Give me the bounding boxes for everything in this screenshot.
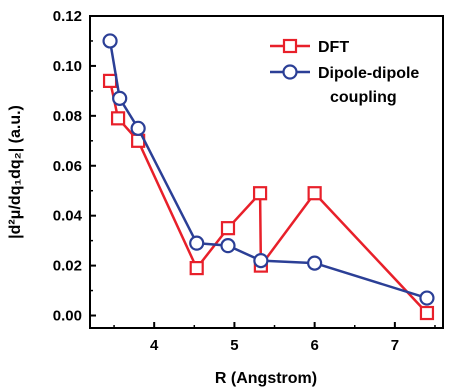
data-point xyxy=(307,255,323,271)
series-layer xyxy=(102,33,435,321)
y-tick-label: 0.04 xyxy=(53,208,83,225)
y-axis-title: |d²μ/dq₁dq₂| (a.u.) xyxy=(7,105,24,239)
y-tick-label: 0.06 xyxy=(53,158,82,175)
data-point xyxy=(220,221,236,236)
data-point xyxy=(220,238,236,254)
y-tick-label: 0.02 xyxy=(53,258,82,275)
y-tick-label: 0.10 xyxy=(53,58,82,75)
x-tick-label: 4 xyxy=(150,337,159,354)
series-line xyxy=(108,80,428,314)
x-axis-title: R (Angstrom) xyxy=(215,370,317,387)
data-point xyxy=(307,186,322,201)
data-point xyxy=(110,111,126,126)
data-point xyxy=(419,290,435,306)
data-point xyxy=(130,120,146,136)
y-tick-label: 0.08 xyxy=(53,108,82,125)
axis-ticks: 4 5 6 7 0.00 0.02 0.04 0.06 0.08 0.10 0.12 xyxy=(53,8,436,354)
legend-label: DFT xyxy=(318,39,349,56)
legend-marker xyxy=(282,38,298,54)
plot-frame xyxy=(89,15,444,329)
data-point xyxy=(112,90,128,106)
data-point xyxy=(102,33,118,49)
data-point xyxy=(189,260,204,276)
legend: DFT Dipole-dipole coupling xyxy=(270,38,419,106)
y-tick-label: 0.12 xyxy=(53,8,82,25)
legend-marker xyxy=(282,64,298,80)
x-tick-label: 7 xyxy=(391,337,399,354)
legend-label: Dipole-dipole coupling xyxy=(318,65,419,106)
data-point xyxy=(419,305,435,321)
series-dft xyxy=(102,73,435,321)
series-dipole-dipole xyxy=(102,33,435,306)
x-tick-label: 5 xyxy=(230,337,238,354)
x-tick-label: 6 xyxy=(310,337,318,354)
data-point xyxy=(102,73,118,88)
data-point xyxy=(189,235,205,251)
data-point xyxy=(252,186,268,201)
y-tick-label: 0.00 xyxy=(53,308,82,325)
data-point xyxy=(253,253,269,269)
